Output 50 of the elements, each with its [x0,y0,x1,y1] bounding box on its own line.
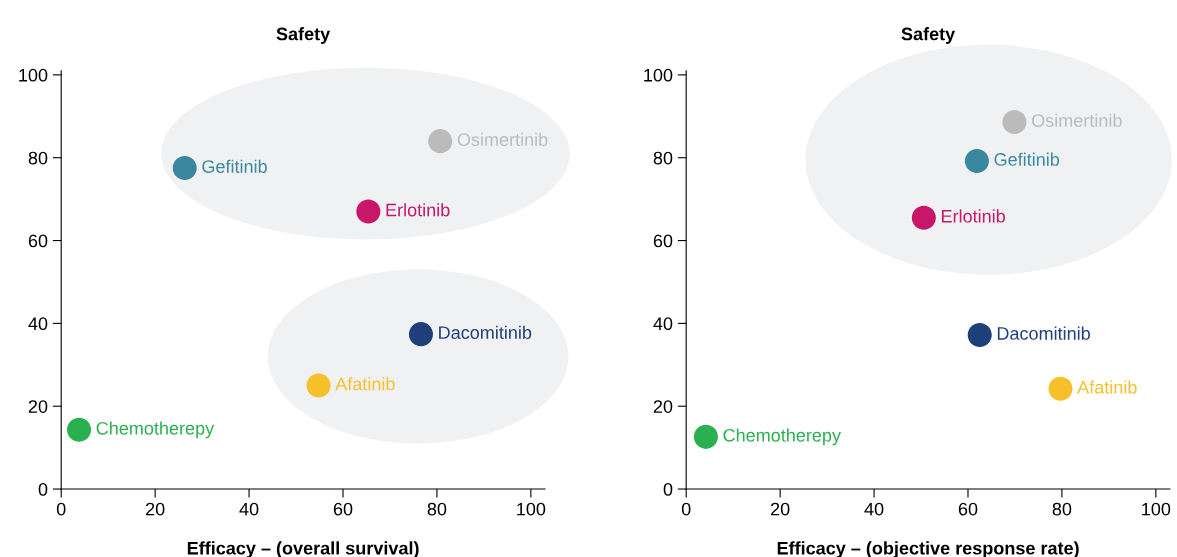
point [67,417,92,442]
series-label: Gefitinib [202,159,267,173]
point [356,199,381,224]
chart-title: Safety [276,27,331,44]
y-tick-label: 0 [663,482,673,496]
y-tick-label: 80 [28,151,48,165]
series-label: Afatinib [335,377,395,391]
series-label: Chemotherepy [96,421,215,439]
series-label: Dacomitinib [997,326,1090,340]
series-label: Gefitinib [994,152,1060,166]
chart-title: Safety [901,27,956,44]
series-label: Chemotherepy [723,428,841,446]
point [408,322,433,347]
point [428,129,453,154]
point [967,322,992,347]
y-tick-label: 40 [28,317,48,331]
x-tick-label: 0 [56,502,66,516]
x-tick-label: 20 [770,502,790,516]
x-tick-label: 0 [681,502,691,516]
point [306,373,331,398]
x-tick-label: 60 [958,502,978,516]
point [1002,110,1027,135]
x-tick-label: 60 [333,502,353,516]
y-tick-label: 60 [28,234,48,248]
y-tick-label: 20 [653,400,673,413]
x-tick-label: 20 [146,502,165,516]
series-label: Afatinib [1077,380,1137,394]
series-label: Osimertinib [1032,113,1122,127]
y-tick-label: 100 [644,68,673,82]
series-label: Erlotinib [386,203,450,217]
series-label: Dacomitinib [439,325,532,339]
y-tick-label: 20 [28,400,48,413]
x-tick-label: 100 [517,502,546,516]
x-tick-label: 100 [1142,502,1171,516]
x-tick-label: 80 [427,502,447,516]
x-tick-label: 40 [239,502,259,516]
x-tick-label: 80 [1052,502,1072,516]
y-tick-label: 80 [653,151,673,165]
y-tick-label: 40 [653,317,673,331]
point [172,156,197,181]
y-tick-label: 100 [19,68,48,82]
point [911,205,936,230]
y-tick-label: 0 [38,482,48,496]
point [964,149,989,174]
point [693,424,718,449]
point [1048,376,1073,401]
series-label: Osimertinib [457,132,548,146]
y-tick-label: 60 [653,234,673,248]
series-label: Erlotinib [941,209,1005,223]
x-tick-label: 40 [864,502,884,516]
